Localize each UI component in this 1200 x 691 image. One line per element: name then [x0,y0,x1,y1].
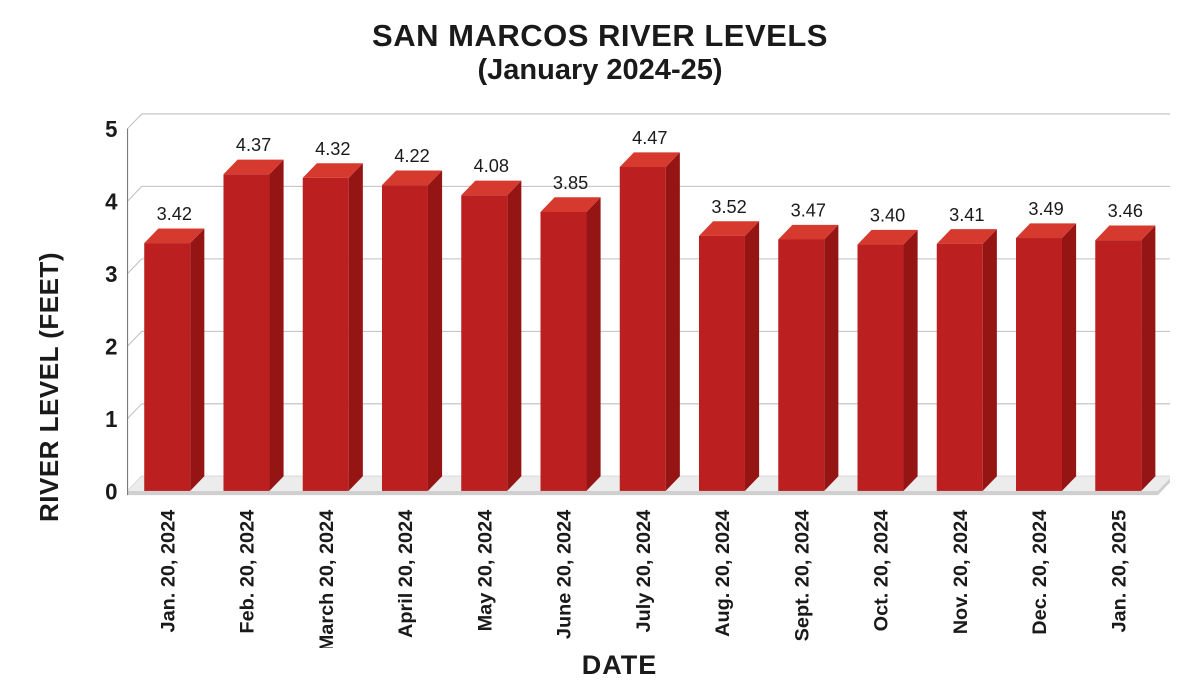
chart-title: SAN MARCOS RIVER LEVELS [30,18,1170,54]
bar-side [269,160,283,491]
bar-side [745,221,759,491]
chart-container: SAN MARCOS RIVER LEVELS (January 2024-25… [0,0,1200,691]
bar-value-label: 3.41 [949,203,984,224]
bar-front [303,178,349,491]
bar-front [540,212,586,491]
bar-side [349,163,363,491]
bar-side [1062,223,1076,491]
plot-area: 0 1 2 3 4 5 3.42 Jan. 20, 2024 4.37 Feb. 20, 2024… [69,93,1170,681]
x-tick-label: June 20, 2024 [554,510,576,639]
chart-title-block: SAN MARCOS RIVER LEVELS (January 2024-25… [30,18,1170,87]
x-tick-label: Aug. 20, 2024 [712,510,734,637]
bar-side [1141,226,1155,491]
bar-value-label: 3.42 [157,203,192,224]
y-tick-label: 1 [105,406,117,431]
bar-side [983,229,997,491]
bar-value-label: 4.37 [236,134,271,155]
bar-value-label: 3.47 [791,199,826,220]
x-axis-title: DATE [69,650,1170,681]
plot-row: RIVER LEVEL (FEET) 0 1 2 3 4 5 3.42 Jan. 20, 20… [30,93,1170,681]
y-tick-label: 3 [105,262,117,287]
x-tick-label: Jan. 20, 2025 [1109,510,1131,633]
svg-holder: 0 1 2 3 4 5 3.42 Jan. 20, 2024 4.37 Feb. 20, 2024… [69,93,1170,648]
x-tick-label: April 20, 2024 [395,510,417,638]
bar-value-label: 3.40 [870,204,905,225]
bar-value-label: 4.22 [394,145,429,166]
bar-value-label: 3.49 [1028,198,1063,219]
bar-front [382,185,428,491]
x-tick-label: Nov. 20, 2024 [950,510,972,635]
bar-front [778,239,824,490]
bar-front [858,245,904,491]
chart-subtitle: (January 2024-25) [30,54,1170,87]
y-tick-label: 2 [105,334,117,359]
x-tick-label: Oct. 20, 2024 [871,510,893,632]
bar-side [824,225,838,491]
bar-side [507,181,521,491]
bar-front [620,167,666,491]
bar-front [1095,240,1141,491]
x-tick-label: Sept. 20, 2024 [792,510,814,642]
x-tick-label: Dec. 20, 2024 [1029,510,1051,635]
bar-front [144,243,190,491]
bar-side [666,152,680,491]
x-tick-label: July 20, 2024 [633,510,655,633]
y-tick-label: 0 [105,479,117,504]
bar-chart-svg: 0 1 2 3 4 5 3.42 Jan. 20, 2024 4.37 Feb. 20, 2024… [69,93,1170,648]
bar-value-label: 4.47 [632,127,667,148]
bar-side [428,170,442,490]
x-tick-label: Feb. 20, 2024 [237,510,259,634]
x-tick-label: March 20, 2024 [316,510,338,648]
bar-side [586,197,600,491]
bar-side [190,228,204,490]
bar-side [903,230,917,491]
y-tick-label: 5 [105,117,117,142]
x-tick-label: May 20, 2024 [475,510,497,632]
bar-front [1016,238,1062,491]
bar-front [461,195,507,491]
bar-value-label: 3.52 [711,195,746,216]
bar-value-label: 4.08 [474,155,509,176]
bar-value-label: 4.32 [315,138,350,159]
y-axis-title: RIVER LEVEL (FEET) [30,93,69,681]
x-tick-label: Jan. 20, 2024 [158,510,180,633]
bar-value-label: 3.85 [553,172,588,193]
bar-value-label: 3.46 [1108,200,1143,221]
bar-front [937,244,983,491]
bar-front [699,236,745,491]
bar-front [223,174,269,491]
y-tick-label: 4 [105,189,118,214]
